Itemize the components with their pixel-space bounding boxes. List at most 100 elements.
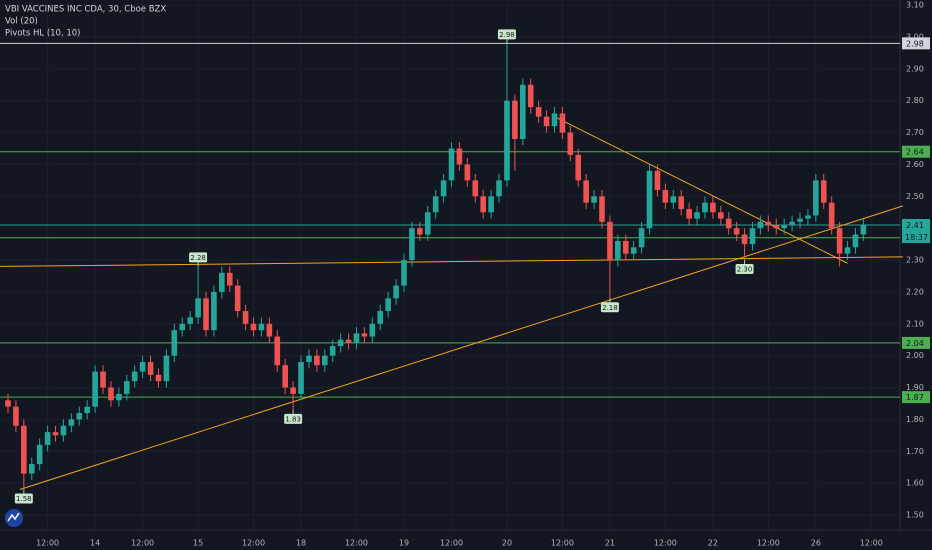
y-tick-label: 2.30: [906, 256, 924, 265]
candle-body: [116, 393, 122, 401]
candle-body: [456, 148, 463, 165]
candle-body: [646, 170, 653, 229]
x-tick-label: 20: [502, 539, 512, 548]
candle-body: [686, 209, 692, 219]
y-tick-label: 3.10: [906, 1, 924, 10]
candle-body: [496, 180, 502, 197]
pivot-label: 1.58: [16, 495, 32, 503]
candle-body: [615, 240, 621, 261]
candle-body: [44, 432, 51, 445]
pivot-box: [735, 264, 754, 275]
y-tick-label: 1.60: [906, 479, 924, 488]
candle-body: [163, 355, 170, 382]
x-tick-label: 19: [399, 539, 409, 548]
candle-body: [504, 100, 510, 181]
candle-body: [710, 202, 716, 213]
candle-body: [432, 196, 439, 213]
candle-body: [781, 225, 787, 229]
candle-body: [417, 228, 423, 235]
candle-body: [520, 84, 526, 139]
candle-body: [266, 323, 273, 337]
candle-body: [314, 355, 320, 366]
candle-body: [306, 355, 312, 363]
x-tick-label: 26: [811, 539, 821, 548]
candle-body: [702, 202, 708, 213]
candle-body: [773, 225, 780, 229]
candle-body: [424, 212, 431, 235]
candle-body: [749, 228, 756, 245]
candle-body: [820, 180, 827, 203]
y-tick-label: 1.70: [906, 447, 924, 456]
logo: [5, 509, 23, 527]
candle-body: [718, 212, 724, 219]
candle-body: [409, 228, 415, 261]
candle-body: [179, 323, 186, 331]
countdown-box: [902, 231, 930, 244]
candle-body: [250, 323, 257, 331]
candle-body: [226, 272, 233, 286]
candle-body: [543, 116, 550, 127]
candle-body: [575, 154, 582, 181]
pivot-box: [600, 302, 619, 313]
candle-body: [654, 170, 661, 190]
candle-body: [353, 333, 360, 343]
candle-body: [757, 221, 764, 229]
y-tick-label: 2.50: [906, 192, 924, 201]
x-tick-label: 12:00: [654, 539, 677, 548]
x-tick-label: 12:00: [757, 539, 780, 548]
candle-body: [124, 381, 130, 394]
x-tick-label: 12:00: [345, 539, 368, 548]
candle-body: [274, 336, 281, 366]
pivot-box: [189, 252, 208, 263]
candle-body: [607, 221, 613, 261]
x-tick-label: 12:00: [551, 539, 574, 548]
candle-body: [852, 234, 859, 248]
candle-body: [559, 113, 566, 133]
pivot-box: [284, 413, 303, 424]
candle-body: [377, 311, 384, 324]
candle-body: [488, 196, 494, 213]
y-tick-label: 2.10: [906, 319, 924, 328]
candle-body: [369, 323, 376, 337]
candle-body: [591, 196, 597, 203]
candle-body: [5, 400, 11, 407]
indicator-label: Pivots HL (10, 10): [5, 29, 81, 39]
level-price-box: [902, 336, 930, 349]
candle-body: [68, 419, 75, 426]
candle-body: [662, 189, 669, 203]
candle-body: [147, 362, 154, 375]
trend-line: [19, 205, 904, 491]
y-tick-label: 2.80: [906, 96, 924, 105]
level-price-label: 2.64: [906, 148, 924, 157]
candle-body: [765, 221, 772, 226]
x-tick-label: 21: [605, 539, 615, 548]
candle-body: [290, 387, 296, 394]
x-tick-label: 14: [90, 539, 100, 548]
pivot-label: 2.18: [602, 304, 618, 312]
candle-body: [131, 371, 138, 382]
pivot-label: 2.30: [737, 266, 753, 274]
level-price-box: [902, 391, 930, 404]
candle-body: [860, 225, 867, 235]
x-tick-label: 12:00: [440, 539, 463, 548]
candle-body: [535, 107, 542, 117]
candle-body: [100, 371, 106, 388]
candle-body: [401, 260, 407, 286]
level-price-label: 2.98: [906, 39, 924, 48]
candle-body: [76, 413, 83, 420]
candle-body: [155, 374, 162, 382]
candle-body: [28, 464, 35, 474]
pivot-box: [497, 29, 516, 40]
candle-body: [678, 196, 684, 210]
candle-body: [139, 362, 146, 372]
level-price-label: 1.87: [906, 393, 924, 402]
candle-body: [345, 339, 352, 343]
candle-body: [527, 84, 534, 108]
candle-body: [448, 148, 455, 181]
candle-body: [694, 212, 700, 219]
candle-body: [92, 371, 98, 407]
candle-body: [440, 180, 447, 197]
level-price-box: [902, 219, 930, 232]
countdown-label: 18:37: [905, 233, 928, 242]
candle-body: [385, 298, 391, 312]
